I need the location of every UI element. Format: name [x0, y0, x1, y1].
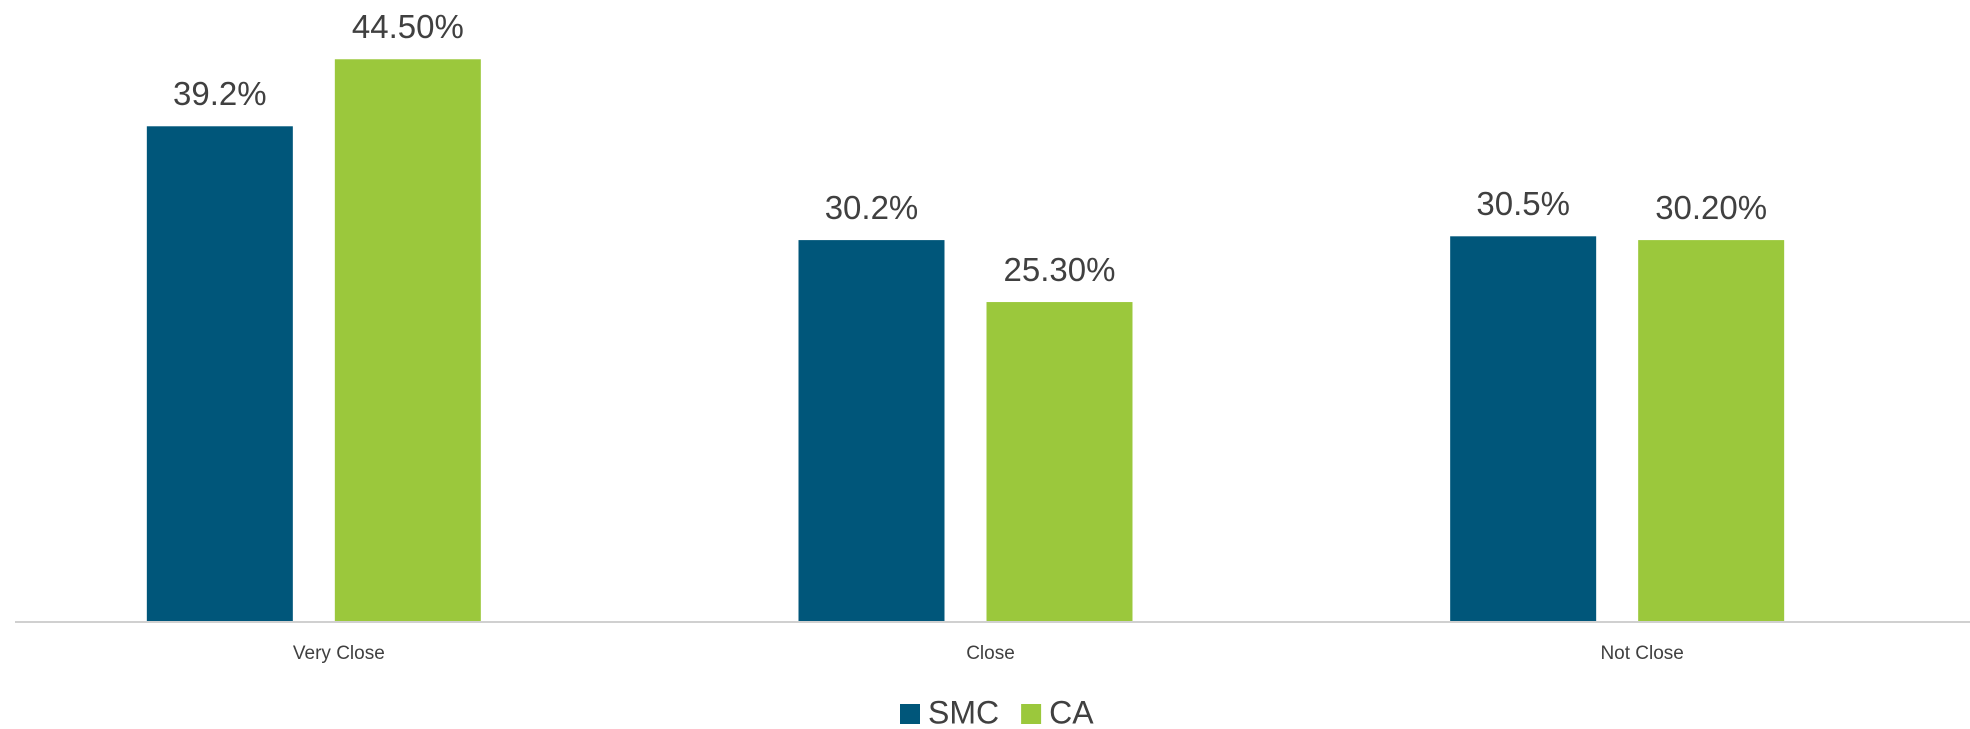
bar — [146, 126, 293, 623]
bar — [986, 302, 1133, 622]
x-tick-label: Not Close — [1600, 643, 1683, 664]
value-label: 30.2% — [825, 189, 919, 226]
bar — [1638, 240, 1785, 623]
legend-label: SMC — [928, 694, 999, 729]
value-label: 44.50% — [352, 8, 464, 45]
legend-swatch — [1021, 704, 1042, 724]
value-label: 39.2% — [173, 75, 267, 112]
legend-swatch — [900, 704, 920, 724]
x-tick-label: Close — [966, 643, 1015, 664]
legend-label: CA — [1049, 694, 1094, 729]
bar — [798, 240, 945, 623]
value-label: 30.5% — [1476, 185, 1570, 222]
value-label: 30.20% — [1655, 189, 1767, 226]
bar — [1450, 236, 1597, 623]
value-label: 25.30% — [1004, 251, 1116, 288]
x-tick-label: Very Close — [293, 643, 385, 664]
bar — [334, 59, 481, 622]
